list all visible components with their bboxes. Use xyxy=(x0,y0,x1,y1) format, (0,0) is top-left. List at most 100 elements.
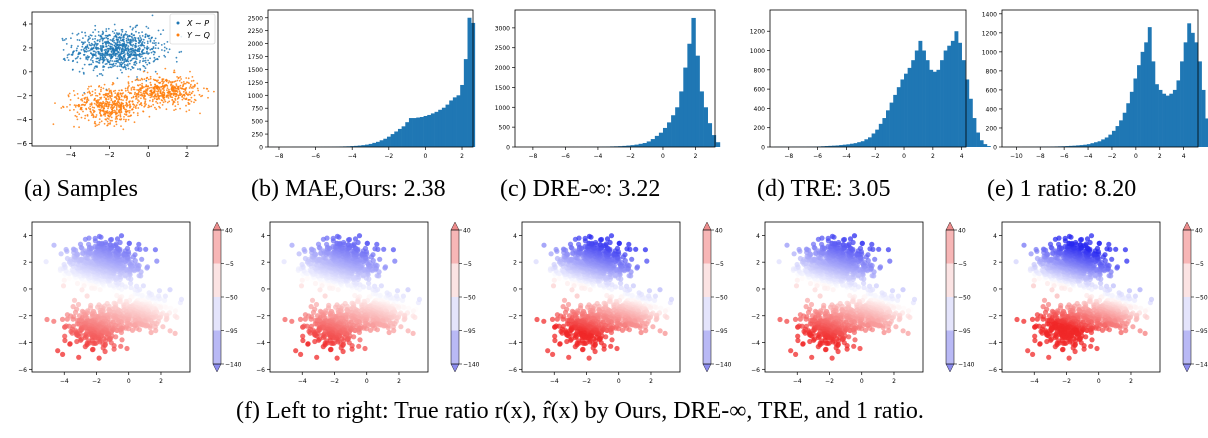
ratio-point xyxy=(298,351,304,357)
ratio-point xyxy=(282,316,288,323)
y-tick-label: 1000 xyxy=(982,49,997,56)
scatter-point xyxy=(91,38,94,41)
scatter-point xyxy=(137,50,139,52)
scatter-point xyxy=(135,53,137,55)
scatter-point xyxy=(139,40,142,43)
scatter-point xyxy=(102,87,105,90)
scatter-point xyxy=(128,101,131,104)
ratio-point xyxy=(64,255,70,262)
scatter-point xyxy=(101,74,104,77)
scatter-point xyxy=(102,93,105,96)
scatter-point xyxy=(107,34,110,37)
scatter-point xyxy=(110,55,113,58)
histogram-bar xyxy=(961,60,966,147)
ratio-point xyxy=(178,296,185,302)
scatter-point xyxy=(124,94,127,97)
scatter-point xyxy=(113,51,116,54)
scatter-point xyxy=(94,65,97,68)
scatter-point xyxy=(111,63,114,66)
scatter-point xyxy=(137,107,140,109)
scatter-point xyxy=(83,53,86,56)
scatter-point xyxy=(127,41,130,44)
histogram-bar xyxy=(390,134,395,147)
scatter-point xyxy=(177,77,180,80)
y-tick-label: −4 xyxy=(17,116,28,124)
scatter-point xyxy=(168,88,170,91)
scatter-point xyxy=(104,118,107,121)
ratio-point xyxy=(370,252,376,258)
scatter-point xyxy=(163,80,165,83)
scatter-point xyxy=(188,109,191,111)
scatter-point xyxy=(136,78,139,80)
scatter-point xyxy=(86,96,89,99)
scatter-point xyxy=(156,88,159,90)
scatter-point xyxy=(153,51,156,53)
ratio-point xyxy=(146,290,152,296)
scatter-point xyxy=(142,110,145,113)
scatter-point xyxy=(133,121,136,124)
ratio-point xyxy=(405,328,411,334)
scatter-point xyxy=(131,39,134,42)
histogram-bar xyxy=(860,141,865,147)
scatter-point xyxy=(120,39,122,42)
scatter-point xyxy=(146,34,149,37)
x-tick-label: −4 xyxy=(1084,153,1093,160)
scatter-point xyxy=(154,47,157,49)
scatter-point xyxy=(77,45,79,48)
ratio-point xyxy=(375,246,381,252)
y-tick-label: 1400 xyxy=(982,11,997,18)
scatter-point xyxy=(115,108,118,111)
scatter-point xyxy=(146,40,149,43)
histogram-bar xyxy=(889,102,894,147)
scatter-point xyxy=(91,90,94,93)
scatter-point xyxy=(130,47,132,50)
scatter-point xyxy=(124,108,126,111)
scatter-point xyxy=(188,93,190,96)
scatter-point xyxy=(121,93,124,95)
scatter-point xyxy=(87,47,90,50)
scatter-point xyxy=(161,78,164,80)
scatter-point xyxy=(131,47,134,50)
scatter-point xyxy=(115,123,118,126)
histogram-bar xyxy=(687,43,692,147)
scatter-point xyxy=(96,124,98,127)
colorbar-tick-label: 40 xyxy=(463,228,471,235)
ratio-point xyxy=(108,236,115,243)
scatter-point xyxy=(106,37,109,40)
scatter-point xyxy=(141,35,144,37)
scatter-point xyxy=(90,85,92,88)
scatter-point xyxy=(182,90,185,93)
ratio-point xyxy=(118,233,125,239)
scatter-point xyxy=(146,63,149,66)
scatter-point xyxy=(134,60,137,63)
scatter-point xyxy=(98,40,101,43)
scatter-point xyxy=(146,42,149,45)
scatter-point xyxy=(98,108,100,111)
scatter-point xyxy=(120,33,123,36)
scatter-point xyxy=(88,43,91,46)
scatter-point xyxy=(185,110,188,113)
scatter-point xyxy=(148,52,150,55)
scatter-point xyxy=(121,59,124,62)
ratio-point xyxy=(309,297,316,303)
scatter-point xyxy=(113,35,116,38)
scatter-point xyxy=(135,98,137,100)
scatter-point xyxy=(126,96,128,99)
ratio-point xyxy=(320,344,326,350)
histogram-bar xyxy=(932,71,937,147)
ratio-point xyxy=(300,337,306,344)
scatter-point xyxy=(107,50,109,53)
scatter-point xyxy=(178,79,181,82)
scatter-point xyxy=(118,53,121,56)
scatter-point xyxy=(109,43,112,45)
ratio-point xyxy=(412,314,418,320)
histogram-bar xyxy=(715,142,721,147)
scatter-point xyxy=(109,46,111,48)
histogram-bar xyxy=(976,132,980,147)
ratio-point xyxy=(132,252,138,258)
ratio-point xyxy=(158,305,164,311)
x-tick-label: 0 xyxy=(902,153,906,160)
scatter-point xyxy=(150,37,153,40)
scatter-point xyxy=(87,107,90,109)
x-tick-label: −6 xyxy=(813,153,822,160)
